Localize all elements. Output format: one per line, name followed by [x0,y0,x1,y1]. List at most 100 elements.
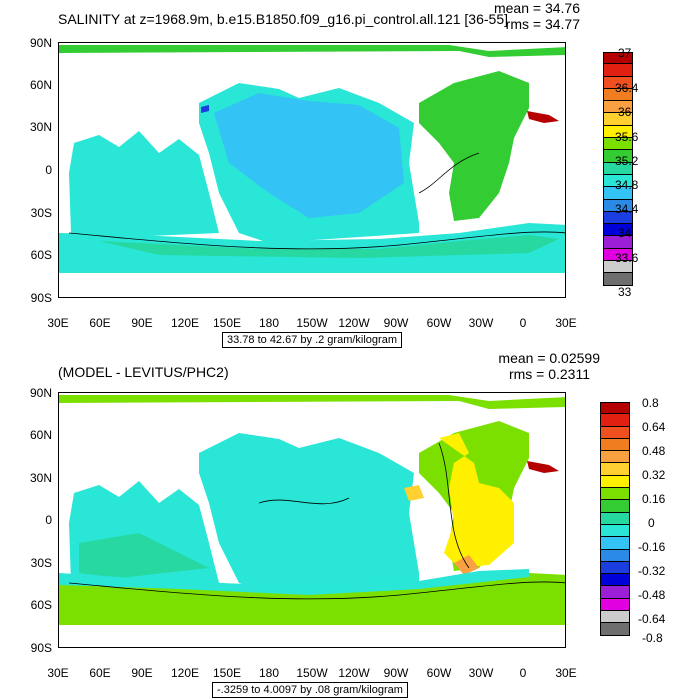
panel2-lat-label: 30N [29,471,52,485]
p2-pacific-green [79,533,209,578]
panel2-lon-label: 180 [258,666,280,680]
p2-med-salty [527,461,559,473]
colorbar-swatch [603,52,633,65]
colorbar-swatch [600,611,630,624]
panel1-lat-label: 30N [29,120,52,134]
colorbar-swatch [603,261,633,274]
p2-contour [258,497,350,505]
panel1-lon-label: 90W [383,316,409,330]
panel1-lat-label: 90S [30,291,52,305]
colorbar-swatch [600,500,630,513]
colorbar-swatch [600,402,630,415]
colorbar-swatch [600,475,630,489]
colorbar-swatch [600,524,630,538]
panel2-range-label: -.3259 to 4.0097 by .08 gram/kilogram [212,682,408,698]
p2-atlantic-orange [404,485,424,501]
panel1-map-field [59,45,565,273]
panel1-range-label: 33.78 to 42.67 by .2 gram/kilogram [222,332,402,348]
p1-southern-ocean [59,223,565,273]
p1-contour [418,152,480,194]
panel1-lon-label: 30E [47,316,69,330]
colorbar-swatch [600,537,630,550]
panel2-lon-label: 30E [555,666,577,680]
colorbar-swatch [603,248,633,262]
panel2-colorbar-label: 0 [648,516,655,530]
panel2-colorbar [600,402,630,636]
panel2-lat-label: 30S [30,556,52,570]
panel2-lon-label: 90W [383,666,409,680]
p2-atlantic-yellow [439,433,514,568]
panel1-colorbar-label: 37 [618,46,632,60]
panel2-lat-label: 90S [30,641,52,655]
p1-indian-ocean [69,131,219,238]
panel2-lon-label: 150W [296,666,328,680]
panel1-colorbar-label: 33.6 [615,251,639,265]
colorbar-swatch [600,561,630,575]
panel1-lon-label: 30E [555,316,577,330]
colorbar-swatch [603,88,633,102]
panel1-rms: rms = 34.77 [505,16,580,32]
panel2-colorbar-label: -0.32 [638,564,666,578]
panel2-colorbar-label: -0.64 [638,612,666,626]
panel2-map [58,392,566,648]
panel2-title: (MODEL - LEVITUS/PHC2) [58,364,229,380]
panel2-colorbar-label: -0.48 [638,588,666,602]
panel1-colorbar-label: 35.2 [615,154,639,168]
colorbar-swatch [600,414,630,427]
colorbar-swatch [603,125,633,139]
colorbar-swatch [600,598,630,612]
panel2-lon-label: 0 [519,666,527,680]
colorbar-swatch [603,150,633,163]
p1-contour [68,231,565,250]
p1-atlantic-ocean [419,71,529,221]
panel1-mean: mean = 34.76 [493,0,580,16]
panel2-lon-label: 60W [426,666,452,680]
colorbar-swatch [600,426,630,439]
colorbar-swatch [603,199,633,212]
p1-fresh-spot [201,105,209,113]
p1-arctic-ocean [59,45,565,57]
panel1-lon-label: 60E [89,316,111,330]
panel2-lat-label: 60N [29,428,52,442]
colorbar-swatch [600,451,630,464]
colorbar-swatch [603,211,633,225]
colorbar-swatch [603,174,633,188]
panel1-lon-label: 30W [468,316,494,330]
panel1-colorbar-label: 34.8 [615,178,639,192]
panel1-title: SALINITY at z=1968.9m, b.e15.B1850.f09_g… [58,11,508,27]
colorbar-swatch [600,438,630,452]
panel1-lon-label: 120W [338,316,370,330]
colorbar-swatch [603,64,633,77]
colorbar-swatch [600,488,630,501]
colorbar-swatch [603,162,633,175]
p2-contour [68,581,565,600]
colorbar-swatch [603,273,633,286]
colorbar-swatch [603,224,633,237]
panel1-lon-label: 0 [519,316,527,330]
panel2-lon-label: 120E [170,666,200,680]
panel2-colorbar-label: 0.16 [642,492,666,506]
panel1-lat-label: 90N [29,36,52,50]
panel2-lon-label: 30E [47,666,69,680]
panel2-map-field [59,395,565,625]
panel2-colorbar-label: 0.8 [642,396,659,410]
colorbar-swatch [603,76,633,89]
colorbar-swatch [600,512,630,525]
panel1-lon-label: 150E [212,316,242,330]
p2-contour [438,442,470,569]
p2-pacific-ocean [199,433,419,593]
panel2-lon-label: 30W [468,666,494,680]
colorbar-swatch [600,586,630,599]
panel1-lat-label: 60N [29,78,52,92]
panel2-lat-label: 0 [45,513,52,527]
panel2-mean: mean = 0.02599 [498,350,600,366]
panel1-colorbar-label: 34.4 [615,202,639,216]
p2-arctic-ocean [59,395,565,409]
colorbar-swatch [600,574,630,587]
panel2-colorbar-label: -0.16 [638,540,666,554]
panel2-colorbar-label: 0.32 [642,468,666,482]
panel2-lat-label: 60S [30,598,52,612]
colorbar-swatch [603,101,633,114]
colorbar-swatch [600,463,630,476]
panel1-lon-label: 180 [258,316,280,330]
